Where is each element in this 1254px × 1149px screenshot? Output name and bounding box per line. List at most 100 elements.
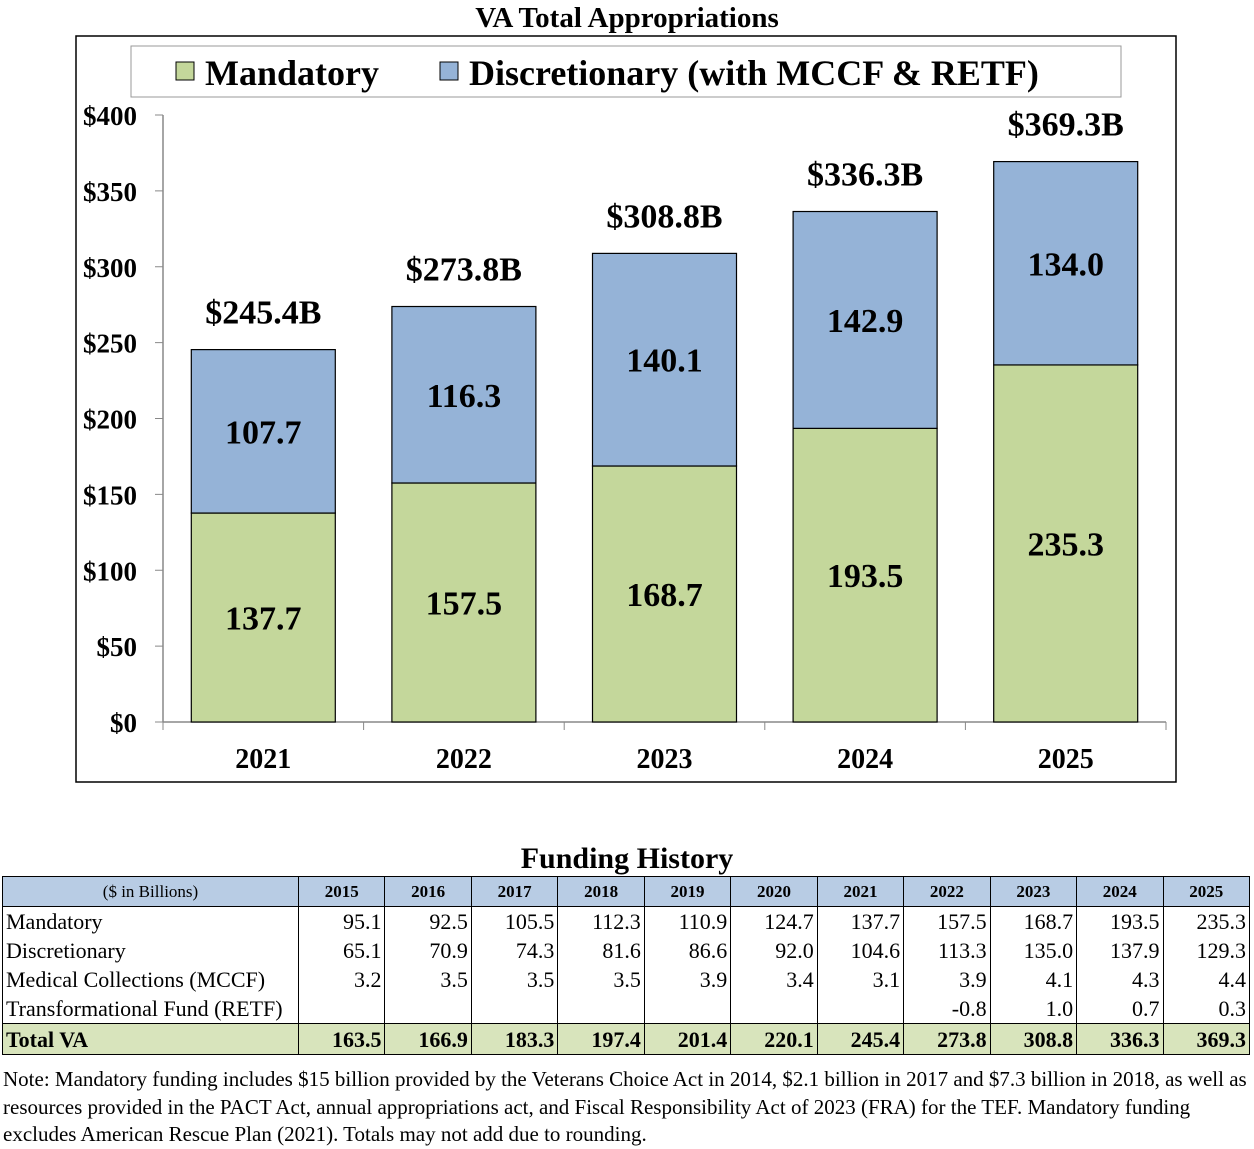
table-cell: 4.4 [1162, 965, 1251, 994]
table-cell: 65.1 [297, 936, 386, 965]
discretionary-bar [190, 349, 336, 514]
column-header: 2015 [297, 876, 386, 907]
total-cell: 336.3 [1076, 1023, 1164, 1055]
table-cell: -0.8 [903, 994, 991, 1024]
table-cell: 1.0 [989, 994, 1078, 1024]
column-header: 2022 [903, 876, 991, 907]
table-cell [816, 994, 905, 1024]
table-cell: 3.9 [643, 965, 732, 994]
y-tick-label: $250 [83, 329, 137, 359]
table-cell: 137.9 [1076, 936, 1164, 965]
table-cell [470, 994, 559, 1024]
table-cell: 92.5 [384, 906, 472, 936]
y-tick-label: $350 [83, 177, 137, 207]
table-row: Mandatory 95.1 92.5 105.5 112.3 110.9 124.7 137… [2, 906, 1251, 936]
total-cell: 183.3 [470, 1023, 559, 1055]
y-tick-label: $50 [97, 632, 138, 662]
data-label: 107.7 [225, 414, 302, 451]
discretionary-bar [591, 252, 738, 467]
total-cell: 201.4 [643, 1023, 732, 1055]
mandatory-bar [993, 364, 1139, 723]
table-cell [557, 994, 645, 1024]
y-tick-label: $300 [83, 253, 137, 283]
table-cell: 0.3 [1162, 994, 1251, 1024]
mandatory-bar [391, 482, 537, 723]
y-tick-label: $0 [110, 708, 137, 738]
table-cell: 168.7 [989, 906, 1078, 936]
table-cell: 3.9 [903, 965, 991, 994]
table-cell: 95.1 [297, 906, 386, 936]
table-cell: 135.0 [989, 936, 1078, 965]
table-cell: 112.3 [557, 906, 645, 936]
mandatory-bar [190, 512, 336, 723]
table-cell: 3.5 [470, 965, 559, 994]
footnote: Note: Mandatory funding includes $15 bil… [3, 1067, 1247, 1146]
table-cell: 157.5 [903, 906, 991, 936]
units-header: ($ in Billions) [2, 876, 299, 907]
legend-label: Mandatory [205, 53, 379, 93]
chart-title: VA Total Appropriations [475, 2, 779, 34]
total-label: $369.3B [1008, 107, 1124, 144]
column-header: 2020 [730, 876, 818, 907]
total-cell: 245.4 [816, 1023, 905, 1055]
total-label: $273.8B [406, 252, 522, 289]
data-label: 116.3 [427, 378, 502, 415]
x-tick-label: 2025 [1038, 744, 1094, 775]
total-cell: 197.4 [557, 1023, 645, 1055]
legend-swatch [439, 61, 459, 81]
data-label: 140.1 [626, 343, 703, 380]
total-cell: 273.8 [903, 1023, 991, 1055]
legend [130, 45, 1122, 98]
total-cell: 308.8 [989, 1023, 1078, 1055]
y-tick-label: $200 [83, 405, 137, 435]
column-header: 2018 [557, 876, 645, 907]
table-cell: 81.6 [557, 936, 645, 965]
table-cell [643, 994, 732, 1024]
row-label: Discretionary [2, 936, 299, 965]
x-tick-label: 2022 [436, 744, 492, 775]
column-header: 2017 [470, 876, 559, 907]
table-cell: 104.6 [816, 936, 905, 965]
data-label: 168.7 [626, 577, 703, 614]
table-cell: 4.1 [989, 965, 1078, 994]
table-cell: 193.5 [1076, 906, 1164, 936]
data-label: 193.5 [827, 558, 904, 595]
table-cell: 3.4 [730, 965, 818, 994]
total-label: $308.8B [606, 198, 722, 235]
funding-history-table: ($ in Billions) 2015 2016 2017 2018 2019 2020 2… [2, 876, 1251, 1055]
total-label: Total VA [2, 1023, 299, 1055]
x-tick-label: 2024 [837, 744, 893, 775]
table-cell [384, 994, 472, 1024]
table-cell: 3.5 [384, 965, 472, 994]
table-title: Funding History [520, 842, 734, 875]
column-header: 2023 [989, 876, 1078, 907]
data-label: 134.0 [1027, 246, 1104, 283]
table-cell: 113.3 [903, 936, 991, 965]
column-header: 2016 [384, 876, 472, 907]
mandatory-bar [792, 427, 938, 723]
column-header: 2024 [1076, 876, 1164, 907]
table-cell: 86.6 [643, 936, 732, 965]
table-row: Discretionary 65.1 70.9 74.3 81.6 86.6 92.0 104… [2, 936, 1251, 965]
table-cell: 0.7 [1076, 994, 1164, 1024]
table-header-row: ($ in Billions) 2015 2016 2017 2018 2019 2020 2… [2, 876, 1251, 907]
stacked-bar-chart: Mandatory Discretionary (with MCCF & RETF… [75, 35, 1177, 783]
table-row: Medical Collections (MCCF) 3.2 3.5 3.5 3.5 3.… [2, 965, 1251, 994]
table-cell: 3.5 [557, 965, 645, 994]
table-cell [730, 994, 818, 1024]
total-cell: 220.1 [730, 1023, 818, 1055]
total-cell: 369.3 [1162, 1023, 1251, 1055]
legend-label: Discretionary (with MCCF & RETF) [469, 53, 1039, 93]
table-cell: 74.3 [470, 936, 559, 965]
row-label: Medical Collections (MCCF) [2, 965, 299, 994]
table-cell [297, 994, 386, 1024]
data-label: 235.3 [1027, 526, 1104, 563]
row-label: Mandatory [2, 906, 299, 936]
x-tick-label: 2023 [637, 744, 693, 775]
table-row: Transformational Fund (RETF) -0.8 1.0 0.7 0.… [2, 994, 1251, 1024]
total-cell: 166.9 [384, 1023, 472, 1055]
table-cell: 92.0 [730, 936, 818, 965]
table-cell: 235.3 [1162, 906, 1251, 936]
total-row: Total VA 163.5 166.9 183.3 197.4 201.4 220.1 24… [2, 1023, 1251, 1055]
total-label: $245.4B [205, 295, 321, 332]
